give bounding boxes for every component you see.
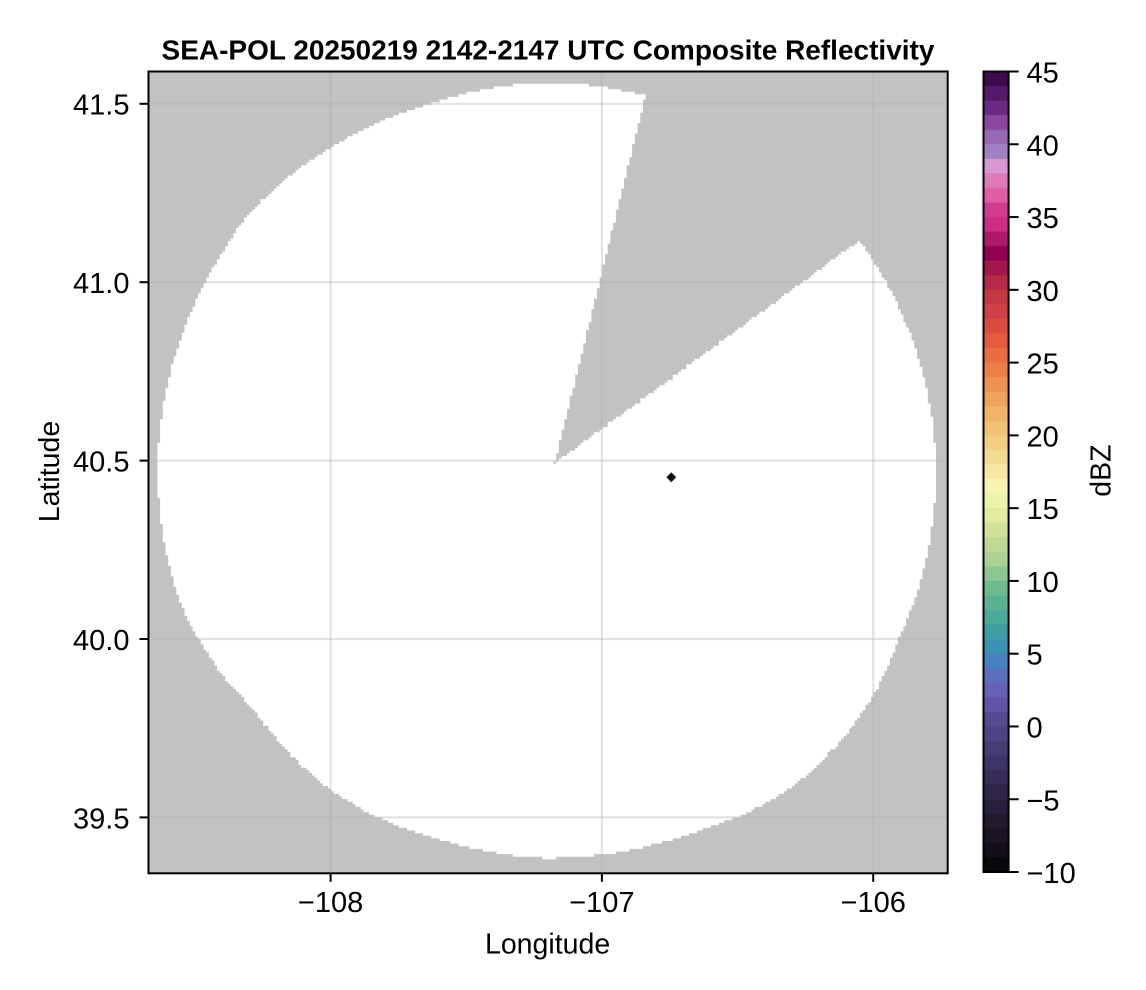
svg-text:45: 45 — [1027, 58, 1059, 90]
svg-text:40.5: 40.5 — [73, 447, 129, 479]
svg-text:dBZ: dBZ — [1086, 444, 1118, 496]
svg-text:20: 20 — [1027, 421, 1059, 453]
svg-text:Longitude: Longitude — [485, 929, 610, 961]
svg-text:−108: −108 — [298, 887, 363, 919]
svg-text:25: 25 — [1027, 349, 1059, 381]
svg-text:10: 10 — [1027, 567, 1059, 599]
svg-text:−106: −106 — [841, 887, 906, 919]
svg-text:5: 5 — [1027, 640, 1043, 672]
svg-text:−107: −107 — [569, 887, 634, 919]
svg-text:Latitude: Latitude — [34, 421, 66, 522]
svg-text:35: 35 — [1027, 203, 1059, 235]
svg-text:15: 15 — [1027, 494, 1059, 526]
svg-text:41.0: 41.0 — [73, 268, 129, 300]
svg-text:30: 30 — [1027, 276, 1059, 308]
svg-text:40: 40 — [1027, 130, 1059, 162]
svg-text:−5: −5 — [1027, 785, 1060, 817]
svg-text:SEA-POL 20250219 2142-2147 UTC: SEA-POL 20250219 2142-2147 UTC Composite… — [162, 34, 935, 65]
svg-text:−10: −10 — [1027, 858, 1076, 890]
svg-text:39.5: 39.5 — [73, 803, 129, 835]
svg-text:41.5: 41.5 — [73, 90, 129, 122]
svg-text:0: 0 — [1027, 712, 1043, 744]
svg-text:40.0: 40.0 — [73, 625, 129, 657]
